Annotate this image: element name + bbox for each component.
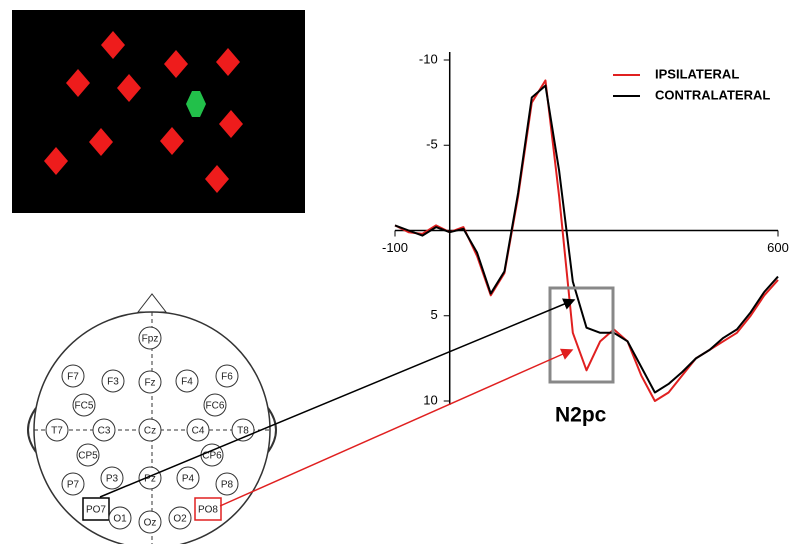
n2pc-window bbox=[548, 286, 615, 384]
electrode-label: PO7 bbox=[86, 505, 106, 516]
electrode bbox=[138, 370, 162, 394]
electrode-label: Oz bbox=[144, 518, 157, 529]
electrode bbox=[138, 510, 162, 534]
electrode-label: F7 bbox=[67, 372, 79, 383]
electrode-label: P3 bbox=[106, 474, 119, 485]
electrode-label: O2 bbox=[173, 514, 187, 525]
electrode bbox=[215, 364, 239, 388]
legend-label: CONTRALATERAL bbox=[655, 87, 770, 102]
electrode-label: Fpz bbox=[142, 334, 159, 345]
electrode bbox=[100, 466, 124, 490]
electrode bbox=[175, 369, 199, 393]
electrode-label: O1 bbox=[113, 514, 127, 525]
electrode-label: F6 bbox=[221, 372, 233, 383]
electrode-label: F4 bbox=[181, 377, 193, 388]
arrow bbox=[99, 298, 576, 498]
head-map: Fpz F7 F3 Fz F4 F6 FC5 FC6 T7 C3 Cz C4 T8 CP5 CP6 P7 P3 P… bbox=[27, 293, 277, 544]
erp-chart: -10 -5 5 10 -100 600 IPSILATERAL CONTRALATERAL bbox=[382, 51, 789, 407]
electrode-label: F3 bbox=[107, 377, 119, 388]
electrode-label: FC5 bbox=[75, 401, 94, 412]
electrode bbox=[186, 418, 210, 442]
electrode-label: P4 bbox=[182, 474, 195, 485]
electrode bbox=[108, 506, 132, 530]
electrode-label: Cz bbox=[144, 426, 156, 437]
electrode-label: PO8 bbox=[198, 505, 218, 516]
electrode-label: T8 bbox=[237, 426, 249, 437]
target bbox=[186, 91, 206, 117]
series-line bbox=[394, 79, 779, 402]
electrode bbox=[45, 418, 69, 442]
series-line bbox=[394, 84, 779, 394]
arrow bbox=[219, 348, 574, 507]
electrode-label: P7 bbox=[67, 480, 80, 491]
electrode bbox=[203, 393, 227, 417]
electrode bbox=[215, 472, 239, 496]
x-tick-label: -100 bbox=[382, 240, 408, 255]
legend-label: IPSILATERAL bbox=[655, 66, 739, 81]
electrode-label: CP6 bbox=[202, 451, 222, 462]
electrode-label: CP5 bbox=[78, 451, 98, 462]
electrode bbox=[76, 443, 100, 467]
y-tick-label: -5 bbox=[426, 137, 438, 152]
electrode bbox=[138, 326, 162, 350]
electrode bbox=[101, 369, 125, 393]
electrode-label: P8 bbox=[221, 480, 234, 491]
electrode bbox=[138, 418, 162, 442]
y-tick-label: -10 bbox=[419, 51, 438, 66]
electrode bbox=[72, 393, 96, 417]
electrode-highlight bbox=[194, 497, 222, 521]
electrode-highlight bbox=[82, 497, 110, 521]
electrode-label: Fz bbox=[144, 378, 155, 389]
electrode bbox=[138, 466, 162, 490]
electrode-label: C4 bbox=[192, 426, 205, 437]
y-tick-label: 5 bbox=[430, 307, 437, 322]
x-tick-label: 600 bbox=[767, 240, 789, 255]
electrode-label: Pz bbox=[144, 474, 156, 485]
electrode bbox=[168, 506, 192, 530]
electrode bbox=[61, 472, 85, 496]
display-background bbox=[12, 10, 305, 213]
electrode-label: FC6 bbox=[206, 401, 225, 412]
electrode-label: T7 bbox=[51, 426, 63, 437]
search-display bbox=[12, 10, 305, 213]
electrode bbox=[176, 466, 200, 490]
electrode bbox=[61, 364, 85, 388]
annotation: N2pc bbox=[555, 404, 607, 427]
y-tick-label: 10 bbox=[423, 392, 437, 407]
distractors bbox=[44, 31, 243, 193]
electrode-label: C3 bbox=[98, 426, 111, 437]
electrode bbox=[92, 418, 116, 442]
